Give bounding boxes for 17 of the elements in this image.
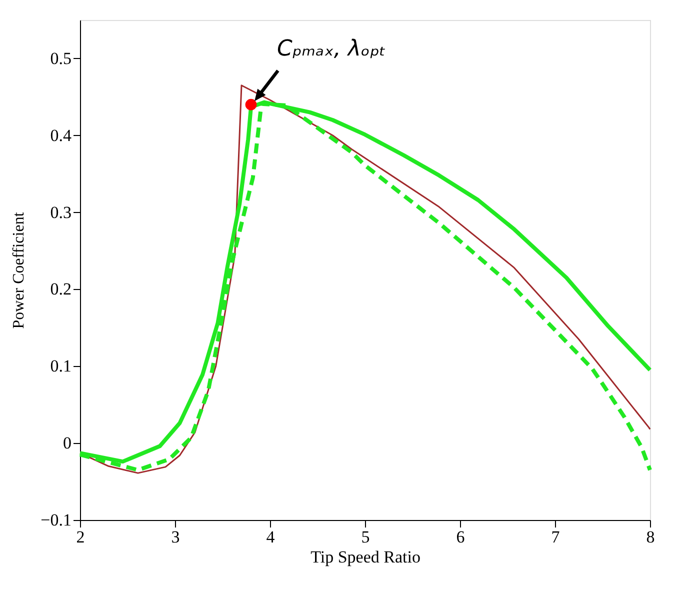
y-tick-label: 0.1 <box>50 356 72 376</box>
x-axis-title: Tip Speed Ratio <box>310 548 420 566</box>
x-tick-label: 4 <box>266 528 276 546</box>
x-tick-label: 7 <box>551 528 560 546</box>
y-axis-title: Power Coefficient <box>10 212 28 329</box>
x-tick-label: 5 <box>361 528 370 546</box>
annotation: Cₚₘₐₓ, λₒₚₜ <box>277 36 386 62</box>
x-tick-label: 8 <box>646 528 655 546</box>
y-tick-label: −0.1 <box>40 510 72 530</box>
y-tick-label: 0 <box>63 434 72 453</box>
x-tick-label: 3 <box>171 528 180 546</box>
y-tick-label: 0.5 <box>50 48 72 68</box>
y-tick-label: 0.2 <box>50 280 72 299</box>
y-tick-label: 0.4 <box>50 126 72 145</box>
x-tick-label: 6 <box>456 528 465 546</box>
x-tick-label: 2 <box>76 528 85 546</box>
y-tick-label: 0.3 <box>50 202 72 222</box>
